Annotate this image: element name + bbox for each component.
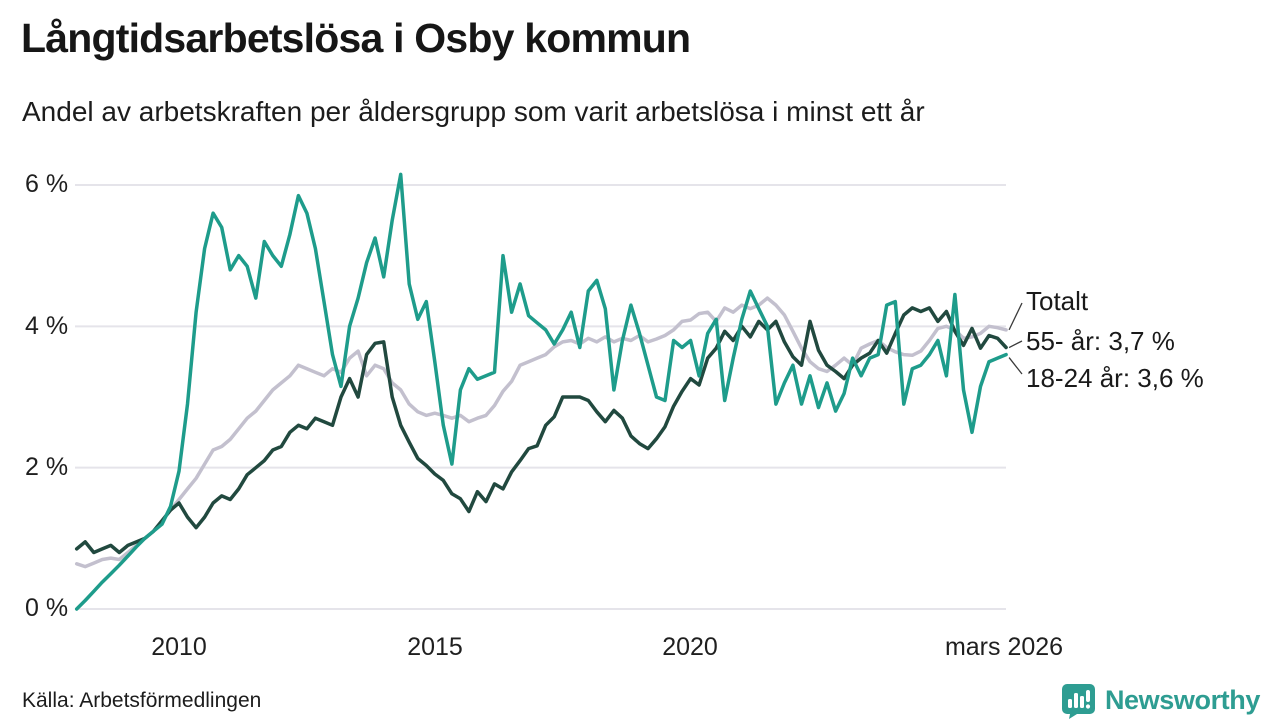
x-axis-tick-mars-2026: mars 2026 [944,633,1064,661]
series-line-totalt [74,296,1008,569]
y-axis-tick-0: 0 % [25,594,69,622]
leader-line-2 [1008,357,1023,375]
legend-label-totalt: Totalt [1026,286,1089,316]
y-axis-tick-4: 4 % [25,312,69,340]
brand-lockup: Newsworthy [1060,682,1260,719]
source-note: Källa: Arbetsförmedlingen [22,689,262,712]
x-axis-tick-2010: 2010 [151,633,207,661]
newsworthy-logo-icon [1060,682,1097,719]
y-axis-tick-6: 6 % [25,170,69,198]
series-line-18-24-r [74,172,1008,611]
series-line-55-r [74,306,1008,555]
legend-label-55-plus: 55- år: 3,7 % [1026,326,1175,356]
x-axis-tick-2015: 2015 [407,633,463,661]
leader-line-0 [1008,302,1023,331]
y-axis-tick-2: 2 % [25,453,69,481]
legend-label-18-24: 18-24 år: 3,6 % [1026,363,1204,393]
x-axis-tick-2020: 2020 [662,633,718,661]
brand-name: Newsworthy [1104,685,1260,715]
chart-subtitle: Andel av arbetskraften per åldersgrupp s… [22,96,925,127]
leader-line-1 [1008,340,1023,349]
page-title: Långtidsarbetslösa i Osby kommun [21,15,691,61]
